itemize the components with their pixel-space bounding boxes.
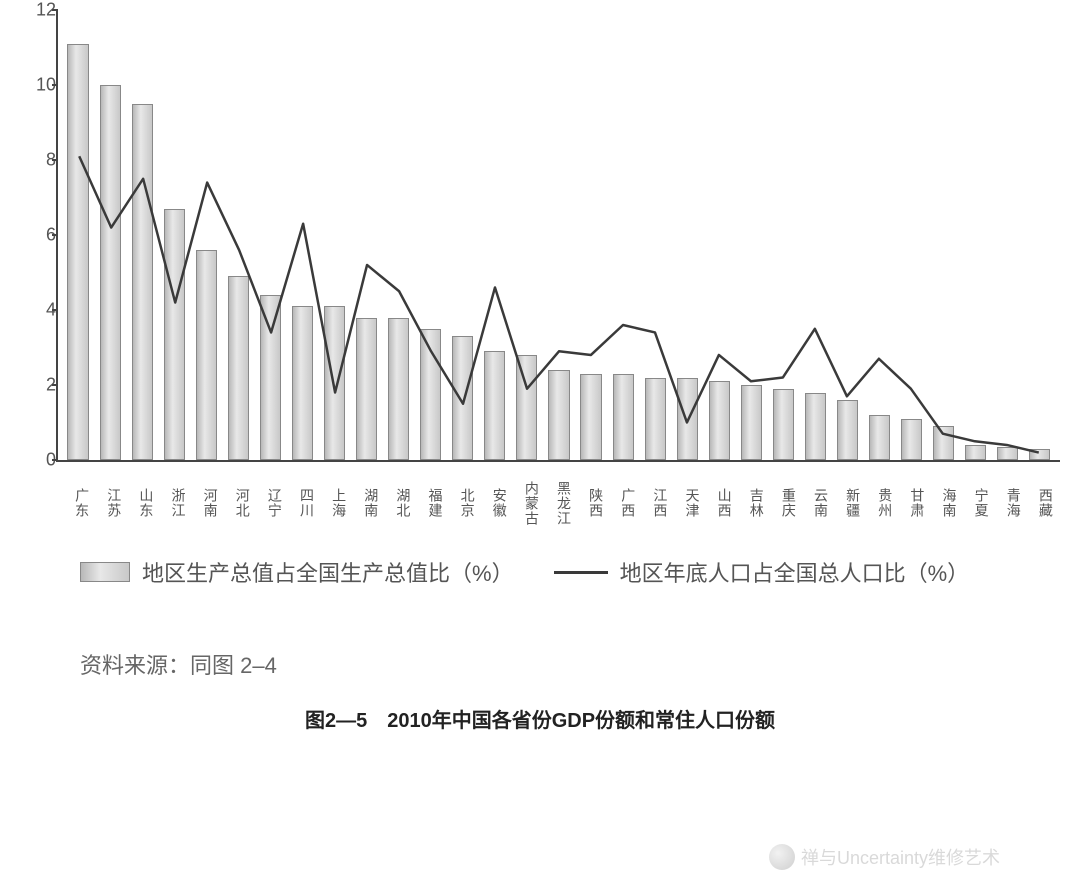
x-label: 上海 [317, 468, 349, 538]
plot-area: 024681012 [56, 10, 1060, 462]
x-label: 浙江 [156, 468, 188, 538]
x-label: 安徽 [478, 468, 510, 538]
y-tick-label: 10 [22, 75, 56, 96]
x-label: 江苏 [92, 468, 124, 538]
x-label: 西藏 [1024, 468, 1056, 538]
legend-bar-label: 地区生产总值占全国生产总值比（%） [142, 556, 514, 588]
x-label: 湖北 [381, 468, 413, 538]
x-label: 海南 [927, 468, 959, 538]
x-label: 河北 [221, 468, 253, 538]
x-label: 吉林 [735, 468, 767, 538]
y-tick-label: 12 [22, 0, 56, 21]
line-path [79, 156, 1039, 452]
y-tick-mark [52, 234, 58, 236]
x-label: 北京 [446, 468, 478, 538]
y-tick-mark [52, 84, 58, 86]
watermark-text: 禅与Uncertainty维修艺术 [801, 844, 1000, 870]
x-label: 甘肃 [895, 468, 927, 538]
figure-caption: 图2—5 2010年中国各省份GDP份额和常住人口份额 [10, 704, 1070, 733]
chart-container: 024681012 广东江苏山东浙江河南河北辽宁四川上海湖南湖北福建北京安徽内蒙… [20, 10, 1060, 680]
y-tick-label: 8 [22, 150, 56, 171]
x-label: 广东 [60, 468, 92, 538]
x-label: 陕西 [574, 468, 606, 538]
x-label: 黑龙江 [542, 468, 574, 538]
x-label: 广西 [606, 468, 638, 538]
legend-item-line: 地区年底人口占全国总人口比（%） [554, 556, 970, 588]
x-label: 湖南 [349, 468, 381, 538]
y-tick-mark [52, 309, 58, 311]
watermark-icon [769, 844, 795, 870]
legend-item-bar: 地区生产总值占全国生产总值比（%） [80, 556, 514, 588]
x-label: 河南 [189, 468, 221, 538]
x-label: 四川 [285, 468, 317, 538]
source-text: 资料来源：同图 2–4 [80, 648, 1060, 680]
x-label: 福建 [413, 468, 445, 538]
x-label: 天津 [670, 468, 702, 538]
legend-line-swatch [554, 571, 608, 574]
line-series [58, 10, 1060, 460]
y-tick-mark [52, 459, 58, 461]
y-tick-label: 6 [22, 225, 56, 246]
watermark: 禅与Uncertainty维修艺术 [769, 844, 1000, 870]
x-label: 贵州 [863, 468, 895, 538]
x-label: 重庆 [767, 468, 799, 538]
y-tick-label: 0 [22, 450, 56, 471]
x-label: 宁夏 [960, 468, 992, 538]
y-tick-mark [52, 159, 58, 161]
x-label: 江西 [638, 468, 670, 538]
y-tick-mark [52, 384, 58, 386]
y-tick-label: 2 [22, 375, 56, 396]
x-label: 辽宁 [253, 468, 285, 538]
y-tick-mark [52, 9, 58, 11]
legend-bar-swatch [80, 562, 130, 582]
x-label: 山西 [703, 468, 735, 538]
x-label: 云南 [799, 468, 831, 538]
x-label: 山东 [124, 468, 156, 538]
x-label: 内蒙古 [510, 468, 542, 538]
legend-line-label: 地区年底人口占全国总人口比（%） [620, 556, 970, 588]
legend: 地区生产总值占全国生产总值比（%） 地区年底人口占全国总人口比（%） [80, 556, 1060, 588]
y-tick-label: 4 [22, 300, 56, 321]
x-label: 新疆 [831, 468, 863, 538]
x-axis-labels: 广东江苏山东浙江河南河北辽宁四川上海湖南湖北福建北京安徽内蒙古黑龙江陕西广西江西… [56, 462, 1060, 538]
x-label: 青海 [992, 468, 1024, 538]
